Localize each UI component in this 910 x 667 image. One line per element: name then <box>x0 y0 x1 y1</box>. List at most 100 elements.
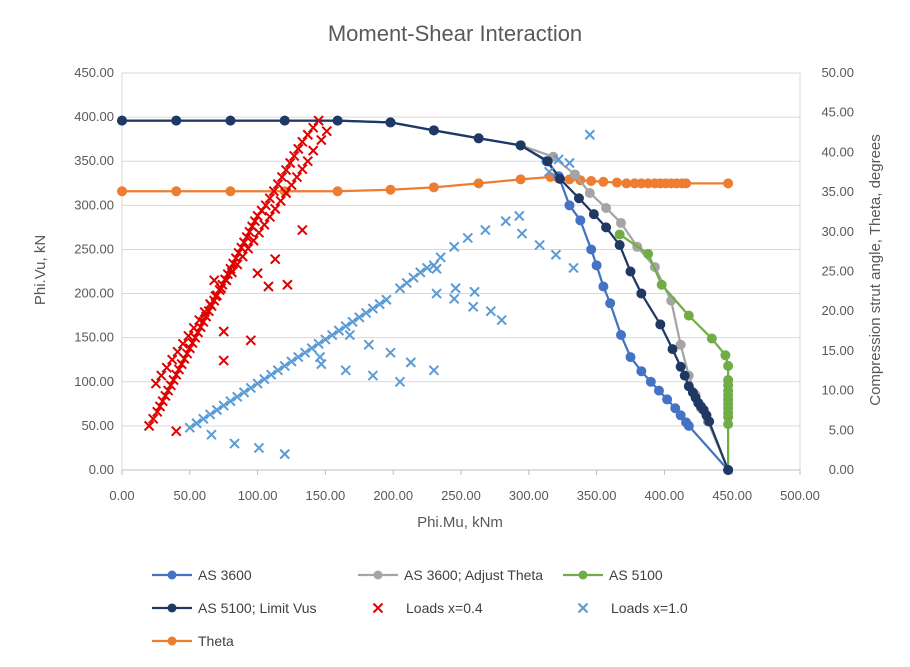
data-point <box>653 385 664 396</box>
data-point <box>218 355 229 366</box>
data-point <box>480 224 491 236</box>
x-marker-stroke <box>568 262 579 274</box>
x-marker-stroke <box>284 157 296 169</box>
y2-tick-label: 50.00 <box>821 65 854 80</box>
y2-tick-label: 45.00 <box>821 105 854 120</box>
data-point <box>550 249 562 260</box>
data-point <box>496 314 507 326</box>
x-marker-stroke <box>184 422 196 433</box>
data-point <box>276 171 288 183</box>
data-point <box>260 200 271 211</box>
data-point <box>284 157 296 169</box>
x-marker-stroke <box>152 406 163 417</box>
y2-tick-label: 25.00 <box>821 264 854 279</box>
data-point <box>181 348 193 359</box>
data-point <box>431 263 442 275</box>
x-marker-stroke <box>564 157 575 169</box>
x-marker-stroke <box>181 348 193 359</box>
x-marker-stroke <box>514 210 525 222</box>
data-point <box>293 351 304 363</box>
x-marker-stroke <box>276 171 288 183</box>
data-point <box>270 203 281 215</box>
x-marker-stroke <box>194 314 205 326</box>
x-marker-stroke <box>401 277 412 289</box>
data-point <box>218 400 229 411</box>
data-point <box>166 354 178 365</box>
data-point <box>636 366 647 377</box>
data-point <box>605 298 616 309</box>
data-point <box>643 248 654 259</box>
y-tick-label: 50.00 <box>81 418 114 433</box>
data-point <box>431 288 442 299</box>
x-marker-stroke <box>307 122 319 133</box>
x-marker-stroke <box>172 346 183 357</box>
x-marker-stroke <box>241 231 252 243</box>
x-marker-stroke <box>157 395 168 407</box>
data-point <box>363 339 374 350</box>
x-marker-stroke <box>154 401 166 412</box>
data-point <box>683 420 694 431</box>
x-marker-stroke <box>204 298 216 310</box>
x-marker-stroke <box>372 602 384 614</box>
data-point <box>326 329 338 341</box>
data-point <box>568 262 579 274</box>
x-marker-stroke <box>543 166 555 178</box>
data-point <box>313 115 324 126</box>
data-point <box>534 239 545 251</box>
legend-label: AS 3600 <box>198 567 252 583</box>
x-marker-stroke <box>367 370 379 381</box>
x-marker-stroke <box>321 126 332 137</box>
data-point <box>601 222 612 233</box>
x-marker-stroke <box>199 306 210 318</box>
y-axis-title: Phi.Vu, kN <box>32 235 49 305</box>
x-marker-stroke <box>221 275 232 286</box>
data-point <box>275 195 286 207</box>
data-point <box>152 406 163 417</box>
x-tick-label: 50.00 <box>174 488 207 503</box>
x-marker-stroke <box>485 305 497 317</box>
data-point <box>206 429 217 440</box>
y-tick-label: 450.00 <box>74 65 114 80</box>
data-point <box>344 329 356 341</box>
data-point <box>293 143 304 155</box>
x-marker-stroke <box>191 418 202 429</box>
data-point <box>307 145 319 156</box>
x-marker-stroke <box>211 404 223 416</box>
data-point <box>543 166 555 178</box>
data-point <box>360 307 372 319</box>
x-marker-stroke <box>299 347 311 358</box>
x-marker-stroke <box>431 263 442 275</box>
data-point <box>723 465 734 475</box>
data-point <box>160 390 171 402</box>
data-point <box>297 136 308 148</box>
y-tick-label: 400.00 <box>74 109 114 124</box>
x-tick-label: 150.00 <box>306 488 346 503</box>
data-point <box>299 347 311 358</box>
y2-tick-label: 5.00 <box>829 422 854 437</box>
data-point <box>176 358 187 370</box>
legend-marker <box>577 602 589 614</box>
x-marker-stroke <box>344 329 356 341</box>
data-point <box>225 186 236 197</box>
x-marker-stroke <box>394 283 406 294</box>
data-point <box>332 186 343 197</box>
data-point <box>183 330 194 342</box>
data-point <box>598 281 609 292</box>
data-point <box>117 115 127 126</box>
data-point <box>662 394 673 405</box>
legend-label: AS 3600; Adjust Theta <box>404 567 543 583</box>
x-marker-stroke <box>405 357 417 368</box>
x-marker-stroke <box>313 115 324 126</box>
y2-axis-title: Compression strut angle, Theta, degrees <box>867 134 884 406</box>
data-point <box>161 362 172 373</box>
x-marker-stroke <box>156 370 167 381</box>
x-marker-stroke <box>218 355 229 366</box>
x-marker-stroke <box>496 314 507 326</box>
data-point <box>306 343 318 354</box>
data-point <box>586 175 597 186</box>
data-point <box>156 370 167 381</box>
x-marker-stroke <box>354 312 365 323</box>
x-marker-stroke <box>200 311 212 322</box>
y-tick-label: 100.00 <box>74 374 114 389</box>
data-point <box>645 376 656 387</box>
